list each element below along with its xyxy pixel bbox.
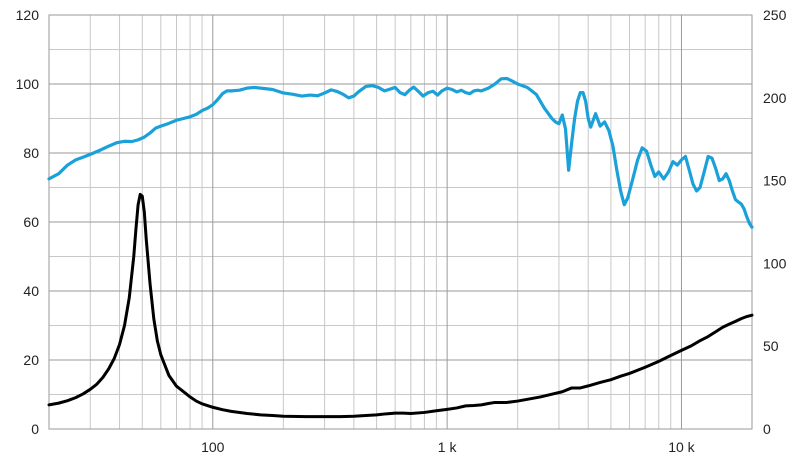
y-left-tick-label: 20: [23, 352, 39, 368]
x-tick-label: 10 k: [668, 439, 695, 455]
x-axis-ticks: 100 1 k 10 k: [201, 439, 696, 455]
y-right-tick-label: 0: [763, 421, 771, 437]
plot-frame: [48, 14, 753, 430]
series-line-2: [47, 192, 754, 419]
y-right-tick-label: 200: [763, 90, 787, 106]
x-tick-label: 1 k: [438, 439, 458, 455]
y-right-tick-label: 50: [763, 338, 779, 354]
y-left-tick-label: 100: [16, 76, 40, 92]
y-left-tick-label: 80: [23, 145, 39, 161]
y-right-tick-label: 100: [763, 255, 787, 271]
y-left-tick-label: 120: [16, 7, 40, 23]
y-left-tick-label: 0: [31, 421, 39, 437]
y-axis-left-ticks: 0 20 40 60 80 100 120: [16, 7, 40, 437]
series-line-1: [47, 76, 754, 229]
y-right-tick-label: 250: [763, 7, 787, 23]
series-layer: [47, 76, 754, 419]
x-tick-label: 100: [201, 439, 225, 455]
y-axis-right-ticks: 0 50 100 150 200 250: [763, 7, 787, 437]
y-left-tick-label: 60: [23, 214, 39, 230]
y-right-tick-label: 150: [763, 173, 787, 189]
y-left-tick-label: 40: [23, 283, 39, 299]
